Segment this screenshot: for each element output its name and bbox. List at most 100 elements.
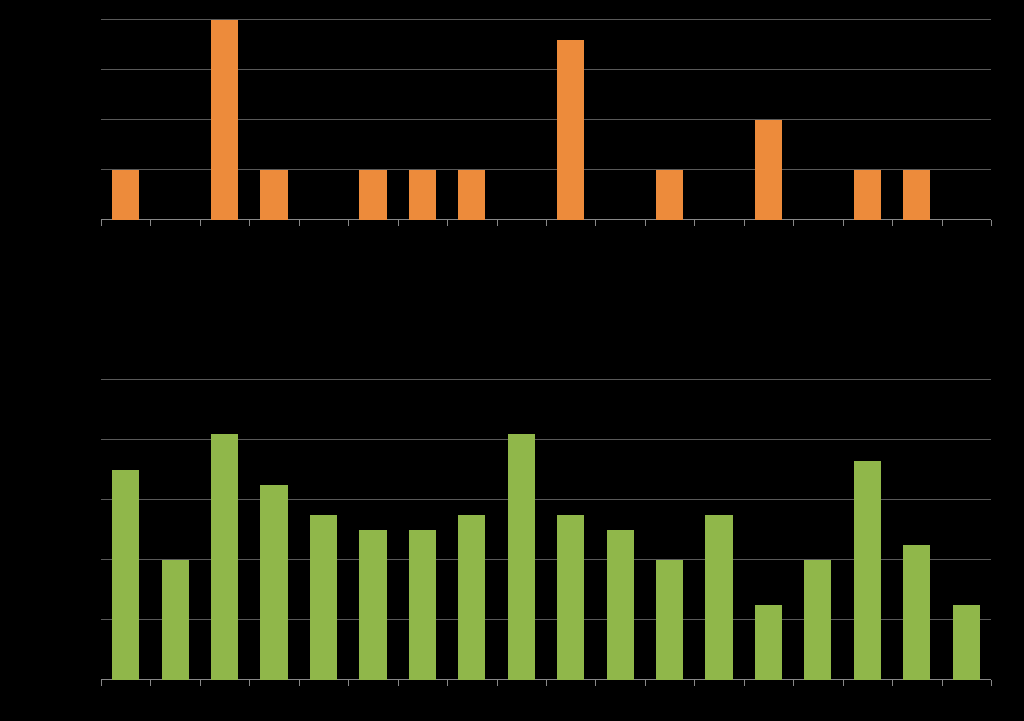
x-tick [793,220,794,226]
x-tick [299,220,300,226]
bar [260,170,287,220]
bar [458,170,485,220]
bar [607,530,634,680]
x-tick [398,220,399,226]
x-tick [892,680,893,686]
x-tick [694,220,695,226]
x-tick [348,220,349,226]
bar-slot [249,20,298,220]
x-tick [348,680,349,686]
x-tick [991,220,992,226]
bar-slot [793,380,842,680]
bar-slot [892,20,941,220]
bar [162,560,189,680]
bar [359,170,386,220]
bar [359,530,386,680]
x-tick [843,680,844,686]
bar-slot [398,20,447,220]
bar [854,170,881,220]
bar-slot [694,20,743,220]
bar-slot [348,20,397,220]
bar [310,515,337,680]
bar-slot [200,20,249,220]
x-tick [645,680,646,686]
bar [903,545,930,680]
bar-slot [150,20,199,220]
x-tick [892,220,893,226]
bar-slot [546,20,595,220]
bar-slot [398,380,447,680]
x-tick [843,220,844,226]
x-tick [447,220,448,226]
x-tick [942,220,943,226]
bars [101,380,991,680]
bar-slot [497,20,546,220]
bar-slot [101,20,150,220]
bar-slot [595,380,644,680]
bar-slot [843,380,892,680]
x-tick [299,680,300,686]
bar [705,515,732,680]
bar [508,434,535,680]
bar-slot [497,380,546,680]
x-tick [744,220,745,226]
bar [112,170,139,220]
bar-slot [595,20,644,220]
bar-slot [348,380,397,680]
bar [804,560,831,680]
bar [260,485,287,680]
bar [211,20,238,220]
bar-slot [645,380,694,680]
bar [903,170,930,220]
x-tick [546,220,547,226]
top-chart [100,20,990,220]
bar [557,515,584,680]
bar-slot [843,20,892,220]
bar [755,120,782,220]
x-tick [546,680,547,686]
x-tick [991,680,992,686]
x-tick [595,220,596,226]
bar-slot [941,380,990,680]
bar-slot [249,380,298,680]
bar [854,461,881,680]
bar [656,560,683,680]
bar [409,170,436,220]
bars [101,20,991,220]
bar-slot [200,380,249,680]
x-tick [497,680,498,686]
bar-slot [744,380,793,680]
bar-slot [299,20,348,220]
x-tick [150,680,151,686]
x-tick [101,680,102,686]
bar-slot [744,20,793,220]
bar-slot [941,20,990,220]
bar [557,40,584,220]
bar [409,530,436,680]
bottom-chart-plot [100,380,991,680]
x-tick [942,680,943,686]
bar-slot [447,380,496,680]
x-tick [595,680,596,686]
bottom-chart [100,380,990,680]
x-tick [694,680,695,686]
bar-slot [447,20,496,220]
x-tick [447,680,448,686]
x-tick [249,680,250,686]
x-tick [200,680,201,686]
x-tick [398,680,399,686]
x-tick [744,680,745,686]
bar-slot [299,380,348,680]
x-tick [645,220,646,226]
bar [211,434,238,680]
x-tick [497,220,498,226]
bar-slot [150,380,199,680]
bar [458,515,485,680]
bar-slot [645,20,694,220]
bar-slot [546,380,595,680]
bar-slot [694,380,743,680]
x-tick [200,220,201,226]
x-tick [150,220,151,226]
x-tick [793,680,794,686]
charts-container [0,0,1024,721]
